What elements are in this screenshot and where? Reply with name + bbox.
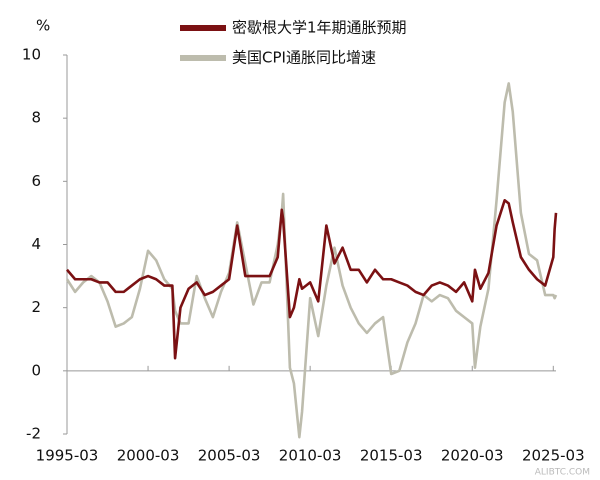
legend-label: 密歇根大学1年期通胀预期 (232, 19, 407, 37)
y-tick-label: -2 (26, 425, 41, 443)
x-tick-label: 2000-03 (117, 447, 180, 465)
y-tick-label: 0 (31, 361, 41, 379)
y-tick-label: 8 (31, 109, 41, 127)
watermark: ALIBTC.COM (535, 468, 590, 478)
y-axis-label: % (36, 17, 50, 35)
y-tick-label: 10 (22, 46, 41, 64)
y-tick-label: 4 (31, 235, 41, 253)
x-tick-label: 2020-03 (441, 447, 504, 465)
series-line (66, 198, 558, 360)
x-tick-label: 2025-03 (522, 447, 585, 465)
y-tick-label: 2 (31, 298, 41, 316)
x-tick-label: 2010-03 (279, 447, 342, 465)
series-line (65, 82, 558, 439)
y-tick-label: 6 (31, 172, 41, 190)
x-tick-label: 2005-03 (198, 447, 261, 465)
x-tick-label: 2015-03 (360, 447, 423, 465)
x-tick-label: 1995-03 (36, 447, 99, 465)
legend-label: 美国CPI通胀同比增速 (232, 49, 376, 67)
